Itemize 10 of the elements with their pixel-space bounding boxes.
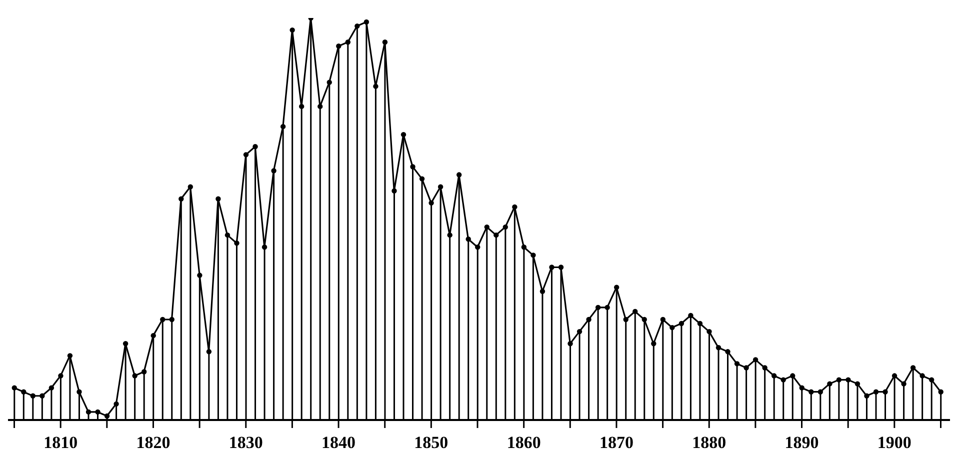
- x-tick-label: 1870: [599, 433, 634, 452]
- x-tick-label: 1820: [136, 433, 170, 452]
- x-tick-label: 1840: [322, 433, 356, 452]
- x-tick-label: 1830: [228, 433, 263, 452]
- x-tick-label: 1850: [414, 433, 448, 452]
- x-tick-label: 1810: [44, 433, 78, 452]
- x-tick-label: 1900: [877, 433, 912, 452]
- x-tick-label: 1880: [692, 433, 726, 452]
- x-tick-label: 1860: [506, 433, 541, 452]
- x-tick-label: 1890: [784, 433, 819, 452]
